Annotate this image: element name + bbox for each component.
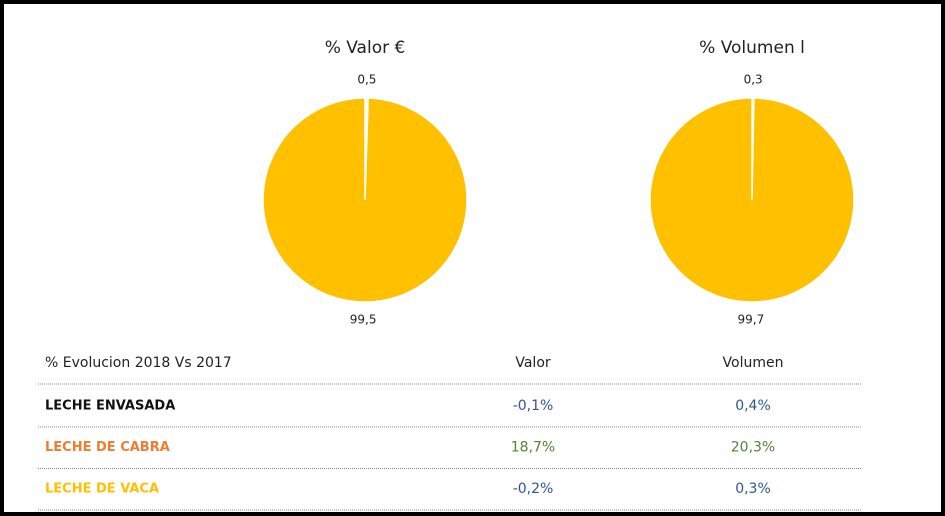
chart-title: % Volumen l — [699, 38, 805, 58]
table-cell: -0,1% — [513, 398, 554, 414]
table-cell: 0,4% — [735, 398, 771, 414]
table-cell: 18,7% — [511, 440, 555, 456]
pie-slice — [262, 97, 468, 303]
table-header: % Evolucion 2018 Vs 2017 — [45, 355, 232, 371]
chart-title: % Valor € — [325, 38, 406, 58]
value-label: 0,5 — [357, 73, 376, 87]
pie-slice — [649, 97, 855, 303]
value-label: 99,7 — [738, 312, 765, 326]
table-cell: 20,3% — [731, 440, 775, 456]
table-header: Volumen — [723, 355, 784, 371]
value-label: 0,3 — [744, 73, 763, 87]
row-label: LECHE DE VACA — [45, 482, 159, 497]
table-header: Valor — [515, 355, 551, 371]
row-label: LECHE DE CABRA — [45, 440, 170, 455]
value-label: 99,5 — [350, 312, 377, 326]
table-cell: 0,3% — [735, 481, 771, 497]
table-cell: -0,2% — [513, 481, 554, 497]
row-label: LECHE ENVASADA — [45, 399, 175, 414]
